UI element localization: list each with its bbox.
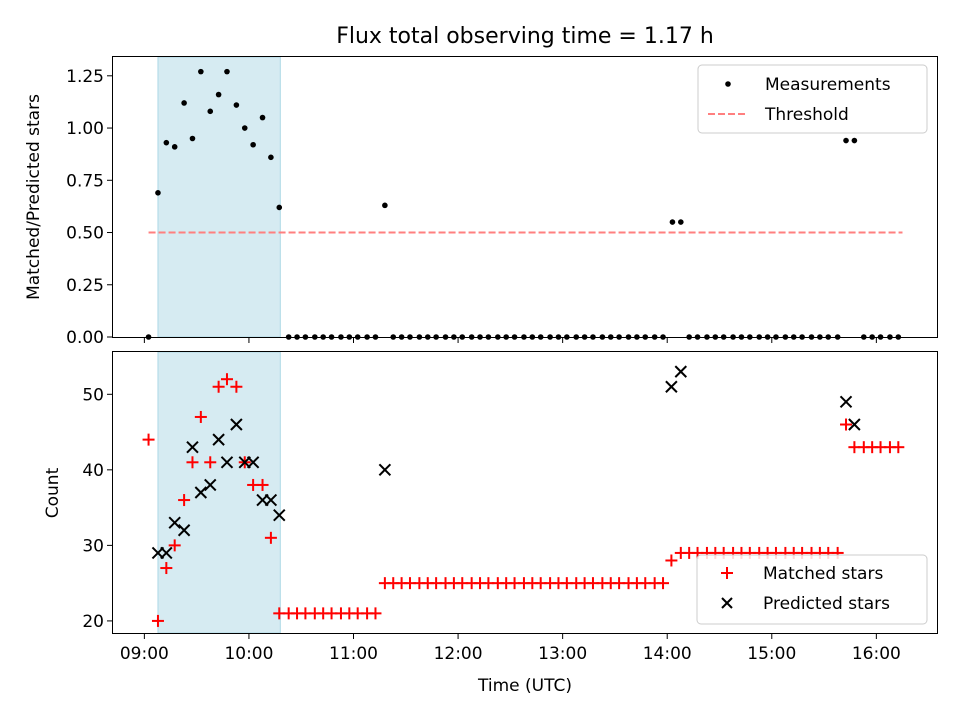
predicted-star-point (246, 456, 260, 469)
top-panel: 0.00 0.25 0.50 0.75 1.00 1.25 Matched/Predict… (24, 56, 938, 348)
measurement-point (189, 135, 196, 142)
predicted-star-point (177, 524, 191, 537)
x-tick-label: 15:00 (747, 644, 796, 664)
measurement-point (181, 100, 187, 106)
y-tick-label: 20 (82, 612, 104, 632)
predicted-star-point (220, 456, 234, 469)
measurement-point (843, 137, 849, 144)
shaded-interval (157, 351, 281, 634)
measurement-point (276, 204, 283, 211)
y-tick-label: 0.25 (66, 276, 104, 296)
x-tick-label: 16:00 (852, 644, 901, 664)
predicted-star-point (848, 418, 861, 431)
matched-star-point (256, 478, 269, 491)
shaded-interval (157, 56, 281, 338)
predicted-star-point (194, 486, 208, 499)
y-tick-label: 50 (82, 385, 104, 405)
legend-measurements-marker (725, 81, 731, 87)
measurement-point (215, 91, 222, 98)
measurement-point (250, 141, 256, 148)
predicted-star-point (674, 365, 688, 378)
measurement-point (155, 190, 161, 196)
y-tick-label: 40 (82, 461, 104, 481)
predicted-star-point (230, 418, 243, 431)
measurement-point (268, 154, 274, 161)
predicted-star-point (160, 546, 173, 560)
bottom-plot-frame (112, 351, 938, 634)
predicted-star-point (378, 463, 392, 477)
measurement-point (851, 137, 858, 144)
matched-star-point (151, 614, 164, 627)
x-tick-label: 13:00 (538, 644, 587, 664)
y-tick-label: 0.75 (66, 171, 104, 191)
y-tick-label: 1.00 (66, 119, 104, 139)
top-legend: Measurements Threshold (697, 64, 928, 134)
predicted-star-point (839, 395, 853, 409)
measurement-point (678, 219, 684, 225)
predicted-star-point (264, 493, 278, 507)
measurement-point (171, 144, 178, 150)
top-plot-frame (112, 56, 938, 338)
measurement-point (259, 114, 266, 121)
legend-threshold-label: Threshold (764, 105, 849, 125)
x-tick-label: 11:00 (329, 644, 378, 664)
predicted-star-point (212, 433, 225, 446)
measurement-point (669, 219, 676, 225)
matched-star-point (665, 554, 678, 567)
measurement-point (207, 108, 214, 115)
y-tick-label: 0.50 (66, 224, 104, 244)
y-tick-label: 1.25 (66, 67, 104, 87)
measurement-point (198, 68, 204, 75)
x-tick-label: 10:00 (224, 644, 273, 664)
measurement-point (233, 102, 240, 108)
measurement-point (224, 68, 230, 75)
measurement-point (241, 125, 248, 131)
x-tick-label: 09:00 (120, 644, 169, 664)
legend-predicted-label: Predicted stars (763, 594, 890, 614)
legend-matched-marker (721, 567, 733, 579)
top-ylabel: Matched/Predicted stars (24, 94, 44, 300)
matched-star-point (230, 380, 243, 393)
y-tick-label: 0.00 (66, 328, 104, 348)
bottom-legend: Matched stars Predicted stars (696, 554, 928, 625)
predicted-star-point (204, 478, 217, 492)
measurement-point (382, 202, 388, 209)
matched-star-point (220, 373, 233, 386)
matched-star-point (204, 456, 217, 469)
matched-star-point (194, 410, 207, 423)
chart-title: Flux total observing time = 1.17 h (336, 24, 714, 49)
y-tick-label: 30 (82, 536, 104, 556)
legend-predicted-marker (721, 597, 733, 609)
bottom-ylabel: Count (43, 467, 63, 518)
measurement-point (163, 139, 170, 146)
matched-star-point (212, 380, 225, 393)
x-tick-label: 12:00 (434, 644, 483, 664)
predicted-star-point (665, 380, 678, 393)
matched-star-point (142, 433, 155, 446)
matched-star-point (264, 531, 277, 544)
matched-star-point (168, 539, 181, 552)
matched-star-point (178, 494, 191, 507)
legend-matched-label: Matched stars (763, 564, 883, 584)
matched-star-point (892, 441, 905, 454)
matched-star-point (186, 456, 199, 469)
predicted-star-point (186, 440, 199, 454)
predicted-star-point (273, 508, 286, 522)
x-tick-label: 14:00 (643, 644, 692, 664)
bottom-panel: 20 30 40 50 09:00 10:00 11:00 12:00 13:00 14:00 1… (43, 351, 938, 696)
matched-star-point (657, 577, 670, 590)
x-axis-label: Time (UTC) (477, 676, 572, 696)
matched-star-point (369, 607, 382, 620)
predicted-star-point (168, 516, 181, 529)
matched-star-point (840, 418, 853, 431)
matched-star-point (160, 562, 173, 575)
legend-measurements-label: Measurements (765, 75, 891, 95)
